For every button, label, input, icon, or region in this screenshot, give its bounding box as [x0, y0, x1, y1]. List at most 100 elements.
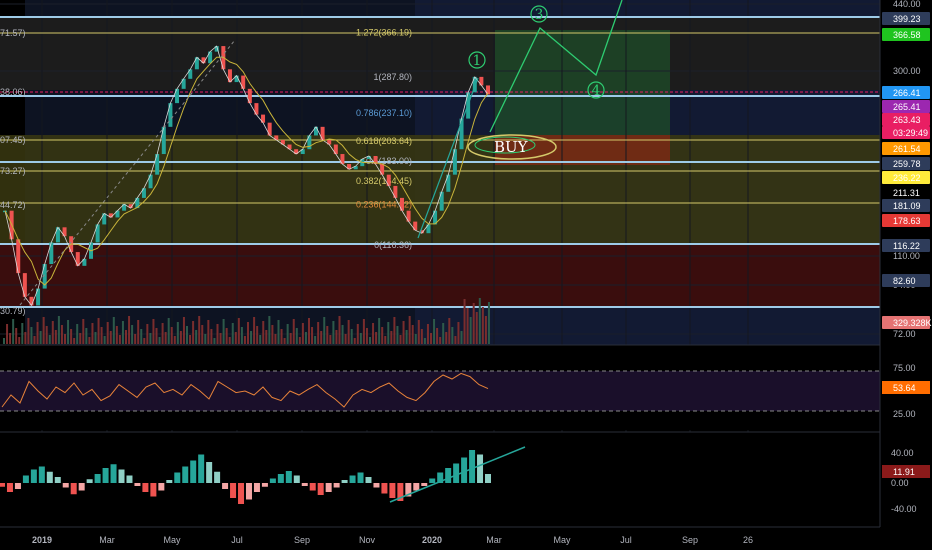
- volume-bar: [149, 333, 152, 344]
- volume-bar: [228, 337, 231, 344]
- x-tick-label: Mar: [486, 535, 502, 545]
- volume-bar: [250, 331, 253, 344]
- price-candle: [49, 242, 54, 265]
- price-candle: [16, 239, 21, 274]
- price-candle: [175, 88, 180, 104]
- gray-zone: [0, 18, 880, 90]
- wave-projection: 1 3 4 BUY: [467, 0, 623, 160]
- macd-bar: [62, 483, 69, 488]
- macd-bar: [142, 483, 149, 492]
- price-candle: [188, 69, 193, 79]
- volume-bar: [481, 307, 484, 344]
- volume-bar: [231, 323, 234, 344]
- volume-bar: [54, 330, 57, 344]
- moving-average-line: [4, 56, 489, 286]
- volume-bar: [137, 320, 140, 344]
- macd-bar: [461, 457, 468, 483]
- wave-marker: [587, 81, 605, 99]
- macd-bar: [150, 483, 157, 497]
- volume-bar: [271, 325, 274, 344]
- volume-bar: [484, 316, 487, 344]
- macd-bar: [230, 483, 237, 498]
- volume-bar: [301, 323, 304, 344]
- macd-bar: [166, 480, 173, 483]
- x-tick-label: Nov: [359, 535, 376, 545]
- volume-bars: [3, 298, 490, 344]
- volume-bar: [396, 326, 399, 344]
- volume-bar: [454, 336, 457, 344]
- volume-bar: [234, 332, 237, 344]
- volume-bar: [100, 327, 103, 344]
- volume-bar: [314, 336, 317, 344]
- volume-bar: [375, 332, 378, 344]
- volume-bar: [423, 338, 426, 344]
- volume-bar: [362, 319, 365, 344]
- volume-bar: [121, 321, 124, 344]
- volume-bar: [405, 330, 408, 344]
- volume-bar: [57, 316, 60, 344]
- time-axis[interactable]: [0, 527, 932, 550]
- wave-label: 3: [535, 7, 544, 23]
- fib-label: 1(287.80): [373, 72, 412, 82]
- rsi-pane: [0, 345, 880, 430]
- macd-bar: [245, 483, 252, 500]
- volume-bar: [253, 317, 256, 344]
- volume-bar: [73, 338, 76, 344]
- volume-bar: [256, 326, 259, 344]
- volume-bar: [381, 327, 384, 344]
- price-candle: [380, 164, 385, 175]
- price-candle: [347, 164, 352, 170]
- macd-bar: [429, 478, 436, 483]
- macd-bar: [190, 460, 197, 483]
- price-tag-bg: [882, 274, 930, 287]
- macd-bar: [453, 463, 460, 483]
- macd-bar: [477, 454, 484, 483]
- price-candle: [36, 288, 41, 306]
- volume-bar: [332, 321, 335, 344]
- price-tag-bg: [882, 126, 930, 139]
- volume-bar: [369, 337, 371, 344]
- fib-levels: 1.272(366.19) 1(287.80) 0.786(237.10) 0.618…: [356, 27, 412, 250]
- price-candle: [234, 75, 239, 83]
- volume-bar: [36, 322, 39, 344]
- wave-label: 1: [473, 53, 482, 69]
- volume-bar: [222, 319, 225, 344]
- macd-bar: [70, 483, 77, 495]
- macd-bar: [222, 483, 229, 489]
- price-tag-label: 366.58: [893, 30, 921, 40]
- buy-label: BUY: [494, 138, 529, 156]
- left-level-labels: 71.57) 38.06) 07.45) 73.27) 44.72) 30.79): [0, 28, 26, 316]
- price-candle: [274, 135, 279, 140]
- price-candle: [399, 197, 404, 211]
- volume-bar: [426, 324, 429, 344]
- volume-bar: [204, 334, 207, 344]
- volume-bar: [39, 331, 42, 344]
- volume-bar: [60, 325, 63, 344]
- fib-label: 0.5(183.00): [366, 156, 412, 166]
- macd-bar: [78, 483, 85, 491]
- price-tag-bg: [882, 316, 930, 329]
- volume-bar: [274, 334, 277, 344]
- price-pane: [0, 0, 880, 345]
- macd-histogram: [0, 450, 491, 504]
- price-candle: [413, 221, 418, 231]
- volume-bar: [338, 316, 341, 344]
- x-tick-labels: 2019 Mar May Jul Sep Nov 2020 Mar May Jul Sep 26: [32, 535, 753, 545]
- volume-bar: [179, 331, 182, 344]
- price-tag-label: 181.09: [893, 201, 921, 211]
- volume-bar: [268, 316, 271, 344]
- fib-label: 0.786(237.10): [356, 108, 412, 118]
- macd-bar: [158, 483, 165, 491]
- price-tag-label: 82.60: [893, 276, 916, 286]
- volume-bar: [192, 321, 195, 344]
- macd-bar: [397, 483, 404, 501]
- x-tick-label: May: [163, 535, 181, 545]
- volume-bar: [33, 336, 36, 344]
- volume-bar: [378, 318, 381, 344]
- macd-bar: [405, 483, 412, 497]
- volume-bar: [451, 327, 454, 344]
- volume-bar: [173, 336, 176, 344]
- volume-bar: [164, 332, 167, 344]
- rsi-tag-bg: [882, 381, 930, 394]
